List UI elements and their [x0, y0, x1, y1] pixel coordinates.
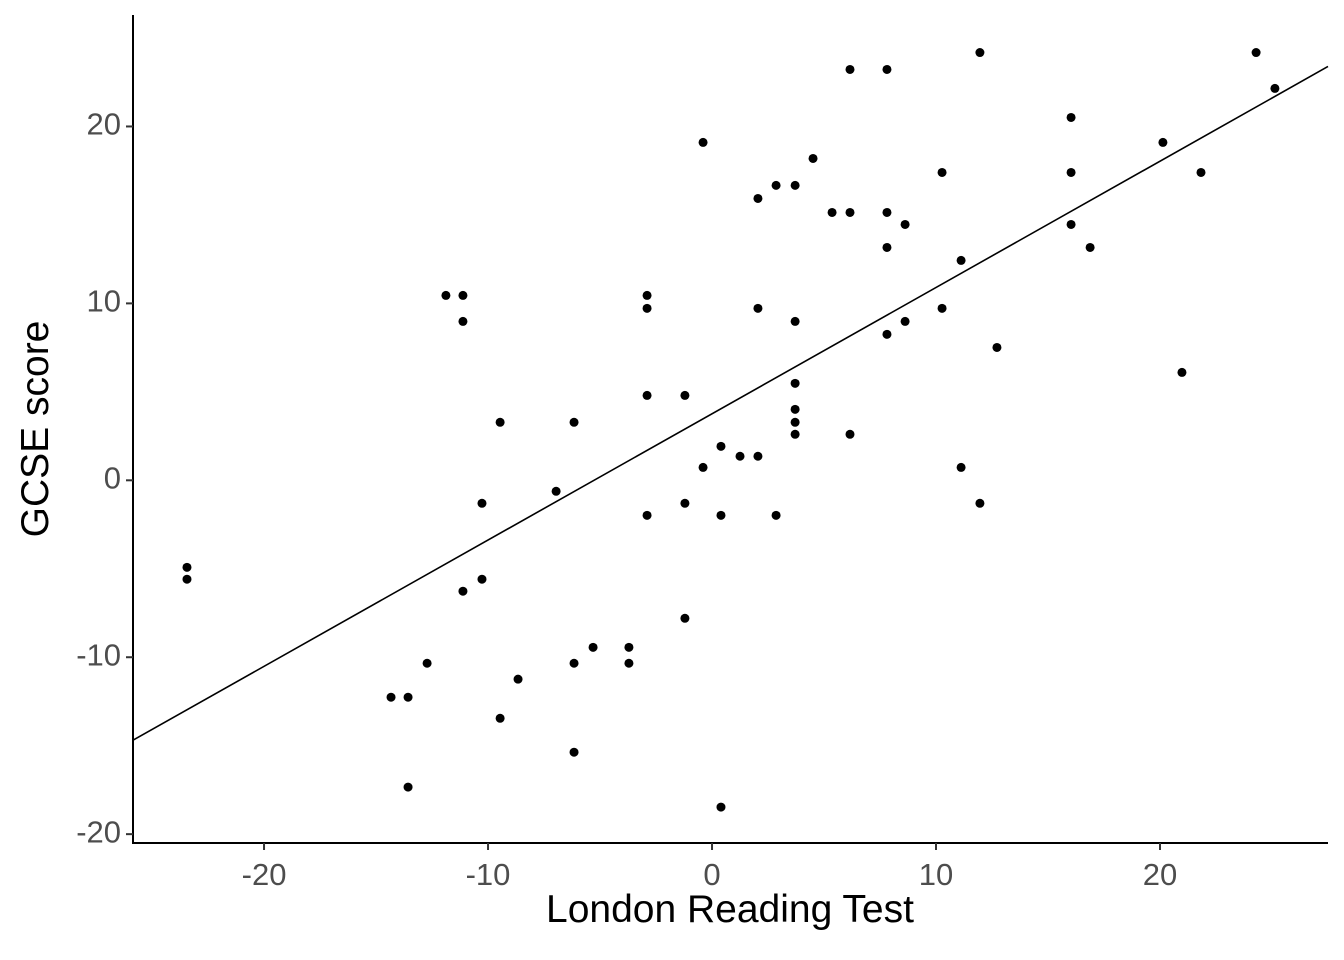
- x-tick-label: -20: [242, 857, 287, 892]
- point: [937, 303, 947, 313]
- point: [790, 316, 800, 326]
- point: [1085, 242, 1095, 252]
- point: [753, 303, 763, 313]
- point: [680, 390, 690, 400]
- point: [771, 180, 781, 190]
- point: [551, 486, 561, 496]
- point: [403, 692, 413, 702]
- y-tick-label: 20: [87, 107, 121, 142]
- point: [1066, 219, 1076, 229]
- point: [441, 290, 451, 300]
- point: [458, 290, 468, 300]
- fit-line: [132, 65, 1329, 741]
- point: [642, 303, 652, 313]
- point: [386, 692, 396, 702]
- y-tick-label: -10: [76, 637, 121, 672]
- point: [975, 48, 985, 58]
- point: [1251, 48, 1261, 58]
- point: [900, 316, 910, 326]
- point: [1270, 83, 1280, 93]
- point: [680, 498, 690, 508]
- x-tick-label: 0: [703, 857, 720, 892]
- point: [403, 782, 413, 792]
- point: [1158, 137, 1168, 147]
- x-tick-label: 20: [1143, 857, 1177, 892]
- point: [716, 441, 726, 451]
- point: [495, 417, 505, 427]
- point: [716, 510, 726, 520]
- point: [569, 658, 579, 668]
- point: [845, 64, 855, 74]
- point: [642, 510, 652, 520]
- point: [827, 207, 837, 217]
- point: [458, 316, 468, 326]
- point: [882, 242, 892, 252]
- point: [956, 462, 966, 472]
- point: [588, 642, 598, 652]
- point: [790, 378, 800, 388]
- point: [624, 658, 634, 668]
- point: [1177, 367, 1187, 377]
- point: [477, 498, 487, 508]
- point: [975, 498, 985, 508]
- point: [808, 153, 818, 163]
- point: [790, 180, 800, 190]
- point: [900, 219, 910, 229]
- point: [477, 574, 487, 584]
- y-tick-label: 0: [104, 460, 121, 495]
- point: [790, 417, 800, 427]
- point: [680, 613, 690, 623]
- point: [716, 802, 726, 812]
- point: [1066, 112, 1076, 122]
- point: [182, 562, 192, 572]
- point: [642, 290, 652, 300]
- x-tick-label: -10: [466, 857, 511, 892]
- point: [1196, 167, 1206, 177]
- point: [882, 329, 892, 339]
- point: [569, 747, 579, 757]
- point: [698, 462, 708, 472]
- point: [771, 510, 781, 520]
- point: [422, 658, 432, 668]
- point: [458, 586, 468, 596]
- x-tick-label: 10: [919, 857, 953, 892]
- point: [495, 713, 505, 723]
- point: [753, 193, 763, 203]
- x-axis-title: London Reading Test: [546, 888, 914, 931]
- point: [753, 451, 763, 461]
- point: [698, 137, 708, 147]
- point: [992, 342, 1002, 352]
- point: [882, 207, 892, 217]
- point: [845, 207, 855, 217]
- point: [182, 574, 192, 584]
- point: [937, 167, 947, 177]
- point: [1066, 167, 1076, 177]
- point: [624, 642, 634, 652]
- point: [790, 429, 800, 439]
- point: [956, 255, 966, 265]
- point: [569, 417, 579, 427]
- y-axis-title: GCSE score: [14, 321, 57, 538]
- point: [882, 64, 892, 74]
- point: [642, 390, 652, 400]
- point: [845, 429, 855, 439]
- y-tick-label: -20: [76, 814, 121, 849]
- point: [735, 451, 745, 461]
- point: [790, 404, 800, 414]
- y-tick-label: 10: [87, 284, 121, 319]
- point: [513, 674, 523, 684]
